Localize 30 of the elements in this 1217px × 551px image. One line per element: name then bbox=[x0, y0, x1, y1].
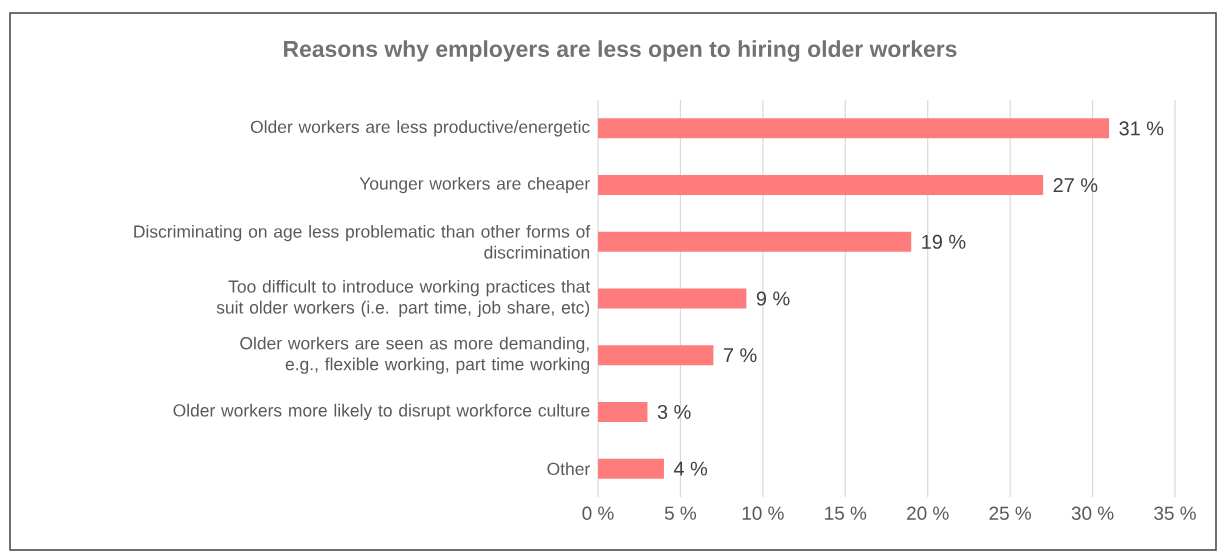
x-tick-label: 10 % bbox=[742, 506, 784, 520]
x-tick-label: 5 % bbox=[664, 506, 697, 520]
data-label: 4 % bbox=[673, 461, 708, 476]
x-tick-label: 25 % bbox=[989, 506, 1032, 520]
data-label: 7 % bbox=[723, 348, 757, 363]
bar bbox=[598, 345, 714, 366]
bar bbox=[598, 118, 1110, 139]
data-label: 31 % bbox=[1119, 121, 1164, 136]
data-label: 9 % bbox=[756, 291, 790, 306]
bar bbox=[598, 458, 664, 479]
data-label: 19 % bbox=[922, 234, 966, 249]
bar bbox=[598, 175, 1044, 196]
x-tick-label: 20 % bbox=[907, 506, 949, 520]
bar bbox=[598, 288, 747, 309]
x-tick-label: 0 % bbox=[582, 506, 614, 520]
x-tick-label: 30 % bbox=[1071, 506, 1114, 520]
bar bbox=[598, 401, 648, 422]
chart-title: Reasons why employers are less open to hiring older workers bbox=[284, 40, 957, 62]
data-label: 3 % bbox=[657, 404, 691, 419]
x-tick-label: 35 % bbox=[1154, 506, 1196, 520]
x-tick-label: 15 % bbox=[825, 506, 867, 520]
y-tick-label: Discriminating on age less problematic than other forms of discrimination bbox=[134, 224, 591, 259]
data-label: 27 % bbox=[1053, 178, 1098, 193]
y-tick-label: Too difficult to introduce working practices that suit older workers (i.e. part time, job share, etc) bbox=[216, 279, 591, 318]
bar bbox=[598, 231, 912, 252]
y-tick-label: Younger workers are cheaper bbox=[359, 176, 590, 194]
y-tick-label: Older workers more likely to disrupt workforce culture bbox=[173, 403, 590, 421]
y-tick-label: Older workers are seen as more demanding, e.g., flexible working, part time working bbox=[240, 336, 590, 374]
y-tick-label: Older workers are less productive/energetic bbox=[250, 120, 590, 137]
y-tick-label: Other bbox=[547, 462, 590, 476]
